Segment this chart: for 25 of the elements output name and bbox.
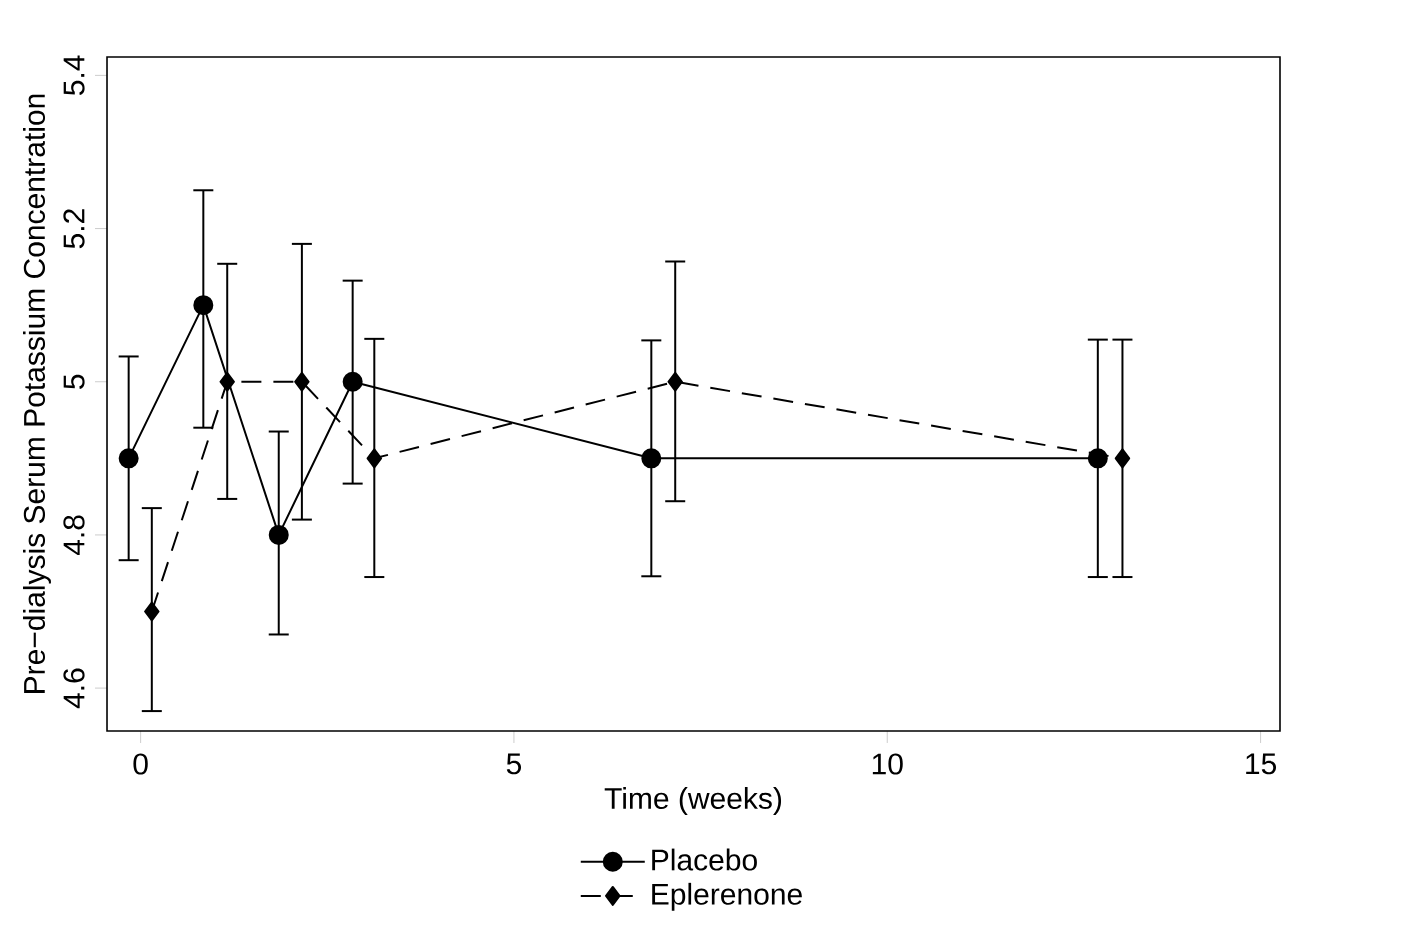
point <box>294 371 310 392</box>
point <box>366 448 383 469</box>
point <box>268 524 289 545</box>
x-tick-label: 15 <box>1246 753 1277 775</box>
point <box>1087 448 1108 469</box>
y-tick-label: 5.2 <box>63 209 85 249</box>
x-axis-title: Time (weeks) <box>604 787 782 815</box>
point <box>667 371 683 392</box>
point <box>641 448 662 469</box>
y-tick-label: 4.6 <box>63 668 85 709</box>
point <box>118 448 139 469</box>
legend-label: Placebo <box>652 848 757 871</box>
point <box>144 601 160 622</box>
legend-label: Eplerenone <box>652 882 802 911</box>
point <box>342 371 363 392</box>
y-axis-title: Pre−dialysis Serum Potassium Concentration <box>23 94 51 693</box>
point <box>1114 448 1131 469</box>
point <box>193 295 214 316</box>
point <box>219 371 235 392</box>
y-tick-label: 5.4 <box>63 55 85 96</box>
x-tick-label: 10 <box>872 753 903 775</box>
y-tick-label: 5 <box>63 374 85 389</box>
x-tick-label: 0 <box>133 753 148 775</box>
x-tick-label: 5 <box>506 753 522 775</box>
y-tick-label: 4.8 <box>63 515 85 556</box>
